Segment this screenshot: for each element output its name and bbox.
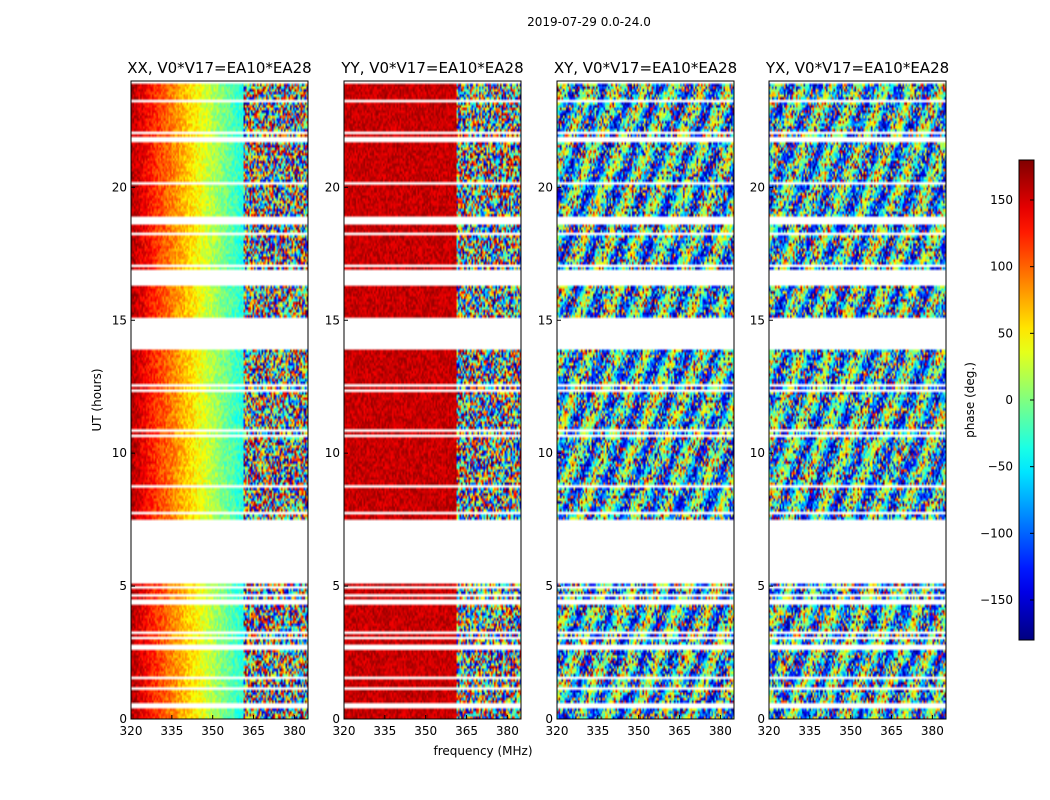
colorbar-tick-label: 50 xyxy=(998,326,1013,340)
x-tick-label: 320 xyxy=(546,724,569,738)
y-tick-label: 15 xyxy=(112,313,127,327)
panel-title: YY, V0*V17=EA10*EA28 xyxy=(340,59,523,77)
y-tick-label: 20 xyxy=(112,180,127,194)
y-tick-label: 20 xyxy=(750,180,765,194)
colorbar-tick-label: −100 xyxy=(980,526,1013,540)
colorbar-tick-label: −50 xyxy=(988,460,1013,474)
y-tick-label: 20 xyxy=(325,180,340,194)
panel-frame xyxy=(130,80,309,720)
colorbar-tick-label: 100 xyxy=(990,260,1013,274)
colorbar: −150 −100 −50 0 50 100 150 xyxy=(980,159,1035,641)
colorbar-tick-label: −150 xyxy=(980,593,1013,607)
y-axis-label: UT (hours) xyxy=(90,368,104,431)
y-tick-label: 10 xyxy=(538,446,553,460)
x-tick-label: 335 xyxy=(160,724,183,738)
panel-frame xyxy=(556,80,735,720)
x-tick-label: 380 xyxy=(496,724,519,738)
x-tick-label: 350 xyxy=(201,724,224,738)
x-tick-label: 335 xyxy=(373,724,396,738)
panel-0: XX, V0*V17=EA10*EA28 320 335 350 365 380 0 5 10 1… xyxy=(112,59,312,738)
y-tick-label: 15 xyxy=(750,313,765,327)
y-tick-label: 15 xyxy=(538,313,553,327)
x-tick-label: 365 xyxy=(668,724,691,738)
y-tick-label: 10 xyxy=(112,446,127,460)
y-tick-label: 0 xyxy=(332,712,340,726)
x-tick-label: 335 xyxy=(586,724,609,738)
phase-heatmap xyxy=(557,81,734,719)
y-tick-label: 5 xyxy=(332,579,340,593)
x-tick-label: 380 xyxy=(921,724,944,738)
phase-heatmap xyxy=(131,81,308,719)
panel-frame xyxy=(343,80,522,720)
x-tick-label: 350 xyxy=(839,724,862,738)
y-tick-label: 0 xyxy=(757,712,765,726)
y-tick-label: 5 xyxy=(757,579,765,593)
phase-heatmap xyxy=(769,81,946,719)
y-tick-label: 10 xyxy=(325,446,340,460)
x-tick-label: 365 xyxy=(880,724,903,738)
y-tick-label: 0 xyxy=(119,712,127,726)
x-axis-label: frequency (MHz) xyxy=(433,744,532,758)
panel-title: YX, V0*V17=EA10*EA28 xyxy=(765,59,949,77)
panel-title: XX, V0*V17=EA10*EA28 xyxy=(127,59,311,77)
panel-2: XY, V0*V17=EA10*EA28 320 335 350 365 380 0 5 10 1… xyxy=(538,59,737,738)
panel-1: YY, V0*V17=EA10*EA28 320 335 350 365 380 0 5 10 1… xyxy=(325,59,524,738)
panel-3: YX, V0*V17=EA10*EA28 320 335 350 365 380 0 5 10 1… xyxy=(750,59,949,738)
x-tick-label: 350 xyxy=(627,724,650,738)
x-tick-label: 380 xyxy=(709,724,732,738)
x-tick-label: 335 xyxy=(798,724,821,738)
y-tick-label: 10 xyxy=(750,446,765,460)
x-tick-label: 320 xyxy=(120,724,143,738)
x-tick-label: 320 xyxy=(758,724,781,738)
x-tick-label: 320 xyxy=(333,724,356,738)
x-tick-label: 365 xyxy=(242,724,265,738)
figure-title: 2019-07-29 0.0-24.0 xyxy=(527,15,651,29)
panels-group: XX, V0*V17=EA10*EA28 320 335 350 365 380 0 5 10 1… xyxy=(112,59,949,738)
y-tick-label: 0 xyxy=(545,712,553,726)
y-tick-label: 15 xyxy=(325,313,340,327)
x-tick-label: 380 xyxy=(283,724,306,738)
x-tick-label: 365 xyxy=(455,724,478,738)
colorbar-tick-label: 150 xyxy=(990,193,1013,207)
y-tick-label: 5 xyxy=(545,579,553,593)
colorbar-tick-label: 0 xyxy=(1005,393,1013,407)
y-tick-label: 5 xyxy=(119,579,127,593)
panel-title: XY, V0*V17=EA10*EA28 xyxy=(554,59,737,77)
panel-frame xyxy=(768,80,947,720)
phase-heatmap xyxy=(344,81,521,719)
y-tick-label: 20 xyxy=(538,180,553,194)
colorbar-label: phase (deg.) xyxy=(963,362,977,438)
x-tick-label: 350 xyxy=(414,724,437,738)
